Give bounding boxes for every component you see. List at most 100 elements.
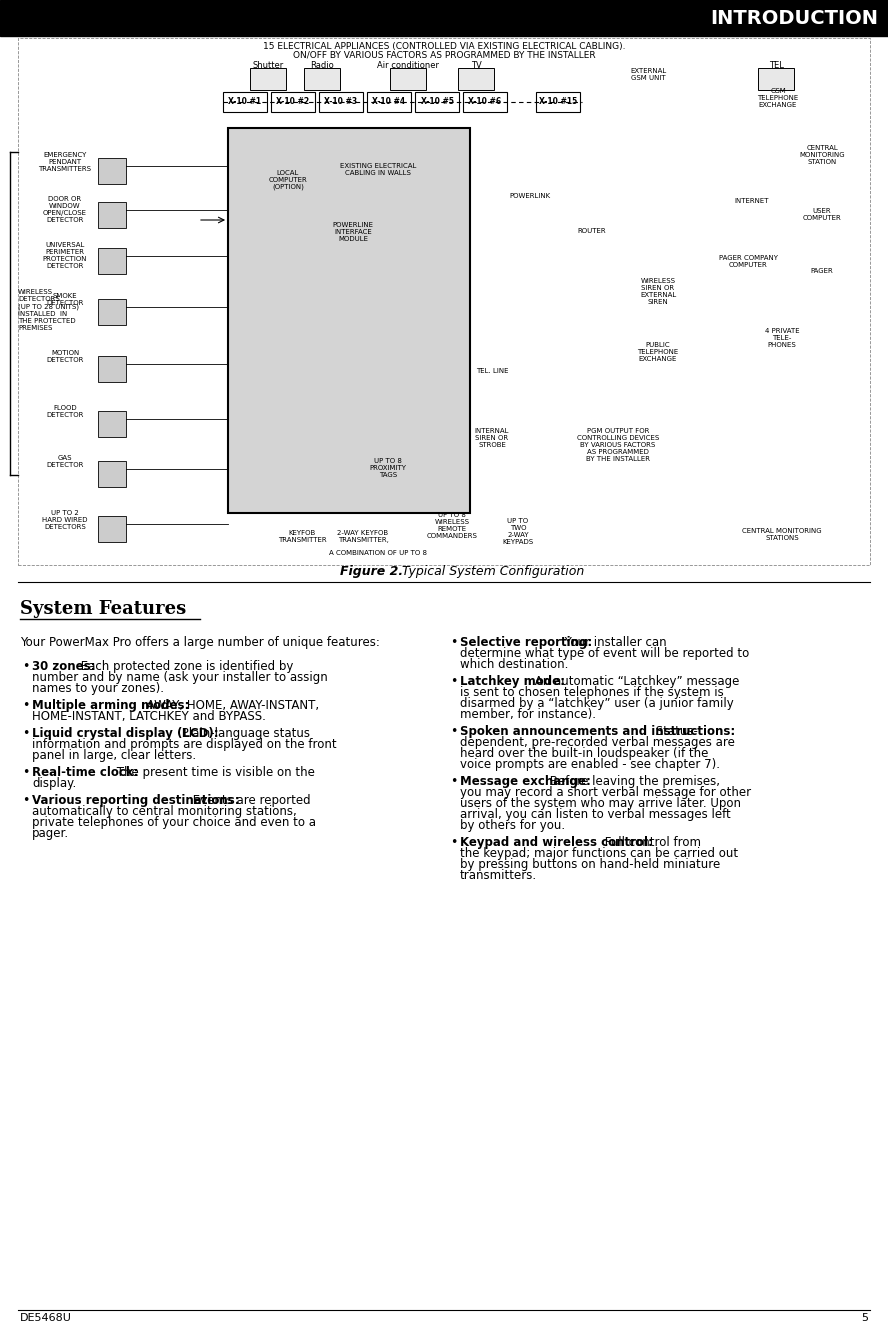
Bar (758, 68, 794, 90)
Text: X-10 #4: X-10 #4 (372, 98, 406, 106)
Text: panel in large, clear letters.: panel in large, clear letters. (32, 749, 196, 763)
Text: 30 zones:: 30 zones: (32, 659, 96, 673)
Bar (98, 516, 126, 542)
Text: DOOR OR
WINDOW
OPEN/CLOSE
DETECTOR: DOOR OR WINDOW OPEN/CLOSE DETECTOR (43, 196, 87, 222)
Text: Shutter: Shutter (252, 61, 283, 69)
Bar (98, 203, 126, 228)
Bar (250, 68, 286, 90)
Text: POWERLINK: POWERLINK (510, 193, 551, 199)
Text: LOCAL
COMPUTER
(OPTION): LOCAL COMPUTER (OPTION) (269, 169, 307, 191)
Text: information and prompts are displayed on the front: information and prompts are displayed on… (32, 737, 337, 751)
Text: number and by name (ask your installer to assign: number and by name (ask your installer t… (32, 671, 328, 685)
Text: X-10 #15: X-10 #15 (539, 98, 577, 106)
Text: CENTRAL
MONITORING
STATION: CENTRAL MONITORING STATION (799, 146, 844, 166)
Text: Latchkey mode:: Latchkey mode: (460, 675, 565, 688)
Text: INTERNAL
SIREN OR
STROBE: INTERNAL SIREN OR STROBE (475, 428, 509, 448)
Text: 2-WAY KEYFOB
TRANSMITTER,: 2-WAY KEYFOB TRANSMITTER, (337, 530, 389, 543)
Bar (98, 410, 126, 437)
Text: WIRELESS
DETECTORS
(UP TO 28 UNITS)
INSTALLED  IN
THE PROTECTED
PREMISES: WIRELESS DETECTORS (UP TO 28 UNITS) INST… (18, 289, 79, 331)
Text: UP TO 8
WIRELESS
REMOTE
COMMANDERS: UP TO 8 WIRELESS REMOTE COMMANDERS (426, 512, 478, 539)
Text: X-10 #1: X-10 #1 (228, 98, 262, 106)
Text: voice prompts are enabled - see chapter 7).: voice prompts are enabled - see chapter … (460, 759, 720, 771)
Text: FLOOD
DETECTOR: FLOOD DETECTOR (46, 405, 83, 418)
Text: users of the system who may arrive later. Upon: users of the system who may arrive later… (460, 797, 741, 810)
Text: Your installer can: Your installer can (561, 636, 667, 649)
Bar (458, 68, 494, 90)
Text: UP TO
TWO
2-WAY
KEYPADS: UP TO TWO 2-WAY KEYPADS (503, 518, 534, 545)
Text: by pressing buttons on hand-held miniature: by pressing buttons on hand-held miniatu… (460, 858, 720, 871)
Bar (415, 91, 459, 113)
Text: automatically to central monitoring stations,: automatically to central monitoring stat… (32, 805, 297, 818)
Text: disarmed by a “latchkey” user (a junior family: disarmed by a “latchkey” user (a junior … (460, 696, 733, 710)
Text: Liquid crystal display (LCD):: Liquid crystal display (LCD): (32, 727, 218, 740)
Text: •: • (22, 767, 29, 779)
Text: Multiple arming modes:: Multiple arming modes: (32, 699, 189, 712)
Text: Keypad and wireless control:: Keypad and wireless control: (460, 835, 653, 849)
Text: USER
COMPUTER: USER COMPUTER (803, 208, 841, 221)
Text: Typical System Configuration: Typical System Configuration (398, 565, 584, 579)
Bar (98, 299, 126, 324)
Bar (98, 356, 126, 383)
Text: Selective reporting:: Selective reporting: (460, 636, 592, 649)
Text: An automatic “Latchkey” message: An automatic “Latchkey” message (531, 675, 739, 688)
Text: Air conditioner: Air conditioner (377, 61, 439, 69)
Text: •: • (450, 775, 457, 788)
Bar (463, 91, 507, 113)
Text: ON/OFF BY VARIOUS FACTORS AS PROGRAMMED BY THE INSTALLER: ON/OFF BY VARIOUS FACTORS AS PROGRAMMED … (293, 50, 595, 60)
Text: Plain-language status: Plain-language status (178, 727, 311, 740)
Bar (536, 91, 580, 113)
Text: WIRELESS
SIREN OR
EXTERNAL
SIREN: WIRELESS SIREN OR EXTERNAL SIREN (640, 278, 676, 305)
Text: •: • (450, 675, 457, 688)
Text: GAS
DETECTOR: GAS DETECTOR (46, 455, 83, 467)
Text: •: • (450, 726, 457, 737)
Text: •: • (22, 727, 29, 740)
Bar (228, 128, 470, 512)
Text: 15 ELECTRICAL APPLIANCES (CONTROLLED VIA EXISTING ELECTRICAL CABLING).: 15 ELECTRICAL APPLIANCES (CONTROLLED VIA… (263, 42, 625, 52)
Text: •: • (22, 699, 29, 712)
Text: member, for instance).: member, for instance). (460, 708, 596, 722)
Text: •: • (450, 835, 457, 849)
Bar (98, 158, 126, 184)
Text: X-10 #2: X-10 #2 (276, 98, 310, 106)
Text: ROUTER: ROUTER (578, 228, 607, 234)
Text: GSM
TELEPHONE
EXCHANGE: GSM TELEPHONE EXCHANGE (757, 87, 798, 109)
Text: •: • (22, 794, 29, 808)
Text: by others for you.: by others for you. (460, 820, 565, 831)
Text: EXTERNAL
GSM UNIT: EXTERNAL GSM UNIT (630, 68, 666, 81)
Text: KEYFOB
TRANSMITTER: KEYFOB TRANSMITTER (278, 530, 326, 543)
Text: Your PowerMax Pro offers a large number of unique features:: Your PowerMax Pro offers a large number … (20, 636, 380, 649)
Text: INTRODUCTION: INTRODUCTION (710, 8, 878, 28)
Bar (18, 38, 870, 565)
Bar (319, 91, 363, 113)
Text: •: • (450, 636, 457, 649)
Text: TV: TV (471, 61, 481, 69)
Text: names to your zones).: names to your zones). (32, 682, 164, 695)
Bar (304, 68, 340, 90)
Text: UNIVERSAL
PERIMETER
PROTECTION
DETECTOR: UNIVERSAL PERIMETER PROTECTION DETECTOR (43, 242, 87, 269)
Text: X-10 #5: X-10 #5 (421, 98, 454, 106)
Text: Spoken announcements and instructions:: Spoken announcements and instructions: (460, 726, 735, 737)
Text: dependent, pre-recorded verbal messages are: dependent, pre-recorded verbal messages … (460, 736, 735, 749)
Text: pager.: pager. (32, 828, 69, 839)
Text: X-10 #3: X-10 #3 (324, 98, 358, 106)
Text: Various reporting destinations:: Various reporting destinations: (32, 794, 240, 808)
Text: Figure 2.: Figure 2. (340, 565, 403, 579)
Text: HOME-INSTANT, LATCHKEY and BYPASS.: HOME-INSTANT, LATCHKEY and BYPASS. (32, 710, 266, 723)
Text: Real-time clock:: Real-time clock: (32, 767, 139, 779)
Text: TEL: TEL (768, 61, 783, 69)
Text: Each protected zone is identified by: Each protected zone is identified by (77, 659, 294, 673)
Text: Before leaving the premises,: Before leaving the premises, (546, 775, 720, 788)
Text: DE5468U: DE5468U (20, 1313, 72, 1323)
Text: which destination.: which destination. (460, 658, 568, 671)
Text: private telephones of your choice and even to a: private telephones of your choice and ev… (32, 816, 316, 829)
Text: SMOKE
DETECTOR: SMOKE DETECTOR (46, 293, 83, 306)
Text: EXISTING ELECTRICAL
CABLING IN WALLS: EXISTING ELECTRICAL CABLING IN WALLS (340, 163, 416, 176)
Text: heard over the built-in loudspeaker (if the: heard over the built-in loudspeaker (if … (460, 747, 709, 760)
Text: 4 PRIVATE
TELE-
PHONES: 4 PRIVATE TELE- PHONES (765, 328, 799, 348)
Text: 5: 5 (861, 1313, 868, 1323)
Text: Status-: Status- (652, 726, 698, 737)
Text: X-10 #6: X-10 #6 (469, 98, 502, 106)
Text: you may record a short verbal message for other: you may record a short verbal message fo… (460, 786, 751, 798)
Text: arrival, you can listen to verbal messages left: arrival, you can listen to verbal messag… (460, 808, 731, 821)
Text: Radio: Radio (310, 61, 334, 69)
